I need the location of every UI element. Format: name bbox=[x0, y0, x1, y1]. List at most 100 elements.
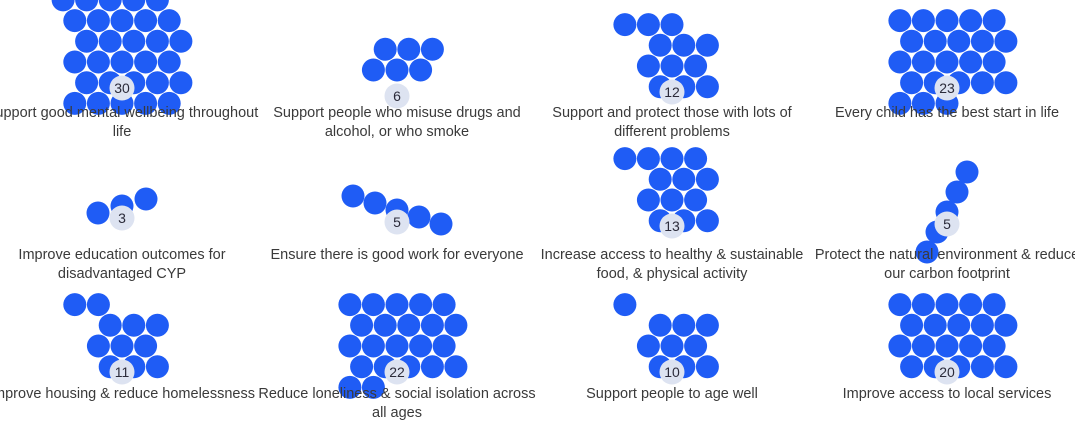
bubble bbox=[134, 334, 158, 358]
bubble bbox=[432, 334, 456, 358]
bubble bbox=[98, 0, 122, 12]
bubble bbox=[157, 50, 181, 74]
count-label: 11 bbox=[115, 364, 130, 380]
bubble bbox=[684, 188, 708, 212]
bubble bbox=[75, 0, 99, 12]
bubble bbox=[636, 54, 660, 78]
bubble bbox=[338, 293, 362, 317]
bubble bbox=[145, 355, 169, 379]
cluster-protect-the-natural-environment-and-reduce-our-carbon-footprint: 5 bbox=[915, 160, 979, 264]
bubble bbox=[982, 50, 1006, 74]
count-label: 13 bbox=[664, 218, 680, 234]
cluster-ensure-there-is-good-work-for-everyone: 5 bbox=[341, 184, 453, 236]
bubble bbox=[350, 355, 374, 379]
bubble bbox=[915, 240, 939, 264]
bubble bbox=[75, 29, 99, 53]
bubble bbox=[420, 313, 444, 337]
bubble bbox=[959, 50, 983, 74]
bubble bbox=[695, 209, 719, 233]
bubble bbox=[86, 334, 110, 358]
count-badge bbox=[659, 213, 685, 239]
bubble bbox=[660, 334, 684, 358]
bubble bbox=[888, 91, 912, 115]
bubble bbox=[385, 293, 409, 317]
bubble bbox=[672, 33, 696, 57]
bubble bbox=[900, 355, 924, 379]
category-label: Ensure there is good work for everyone bbox=[270, 247, 524, 263]
bubble bbox=[134, 91, 158, 115]
bubble bbox=[429, 212, 453, 236]
bubble bbox=[923, 29, 947, 53]
count-label: 30 bbox=[114, 80, 130, 96]
bubble bbox=[672, 167, 696, 191]
bubble bbox=[970, 313, 994, 337]
count-badge bbox=[384, 83, 410, 109]
bubble bbox=[660, 13, 684, 37]
bubble bbox=[420, 355, 444, 379]
cluster-improve-housing-and-reduce-homelessness: 11 bbox=[63, 293, 169, 385]
bubble bbox=[145, 0, 169, 12]
bubble bbox=[648, 33, 672, 57]
bubble bbox=[122, 29, 146, 53]
bubble bbox=[134, 9, 158, 33]
bubble bbox=[86, 9, 110, 33]
count-label: 20 bbox=[939, 364, 955, 380]
bubble bbox=[900, 29, 924, 53]
bubble bbox=[444, 313, 468, 337]
bubble bbox=[361, 293, 385, 317]
bubble bbox=[695, 33, 719, 57]
count-label: 6 bbox=[393, 88, 401, 104]
bubble bbox=[432, 293, 456, 317]
bubble bbox=[900, 71, 924, 95]
bubble bbox=[361, 334, 385, 358]
bubble bbox=[636, 147, 660, 171]
bubble bbox=[75, 71, 99, 95]
category-label: Reduce loneliness & social isolation acr… bbox=[258, 386, 536, 421]
bubble bbox=[51, 0, 75, 12]
bubble bbox=[945, 180, 969, 204]
bubble bbox=[660, 54, 684, 78]
bubble bbox=[63, 293, 87, 317]
bubble bbox=[888, 9, 912, 33]
count-label: 10 bbox=[664, 364, 680, 380]
bubble bbox=[684, 147, 708, 171]
bubble bbox=[86, 201, 110, 225]
count-badge bbox=[384, 359, 410, 385]
count-label: 23 bbox=[939, 80, 955, 96]
cluster-every-child-has-the-best-start-in-life: 23 bbox=[888, 9, 1018, 115]
bubble bbox=[695, 75, 719, 99]
bubble bbox=[888, 293, 912, 317]
count-label: 5 bbox=[943, 216, 951, 232]
bubble bbox=[672, 313, 696, 337]
count-badge bbox=[659, 79, 685, 105]
bubble bbox=[660, 188, 684, 212]
bubble bbox=[695, 355, 719, 379]
bubble bbox=[86, 91, 110, 115]
cluster-support-good-mental-wellbeing-throughout-life: 30 bbox=[51, 0, 193, 115]
bubble bbox=[145, 71, 169, 95]
bubble bbox=[911, 334, 935, 358]
bubble bbox=[157, 9, 181, 33]
bubble bbox=[385, 334, 409, 358]
bubble bbox=[409, 58, 433, 82]
category-label: Improve access to local services bbox=[842, 386, 1052, 402]
count-badge bbox=[109, 75, 135, 101]
bubble bbox=[169, 29, 193, 53]
count-badge bbox=[934, 75, 960, 101]
bubble bbox=[397, 37, 421, 61]
bubble bbox=[923, 313, 947, 337]
bubble bbox=[947, 313, 971, 337]
bubble bbox=[994, 355, 1018, 379]
bubble bbox=[636, 13, 660, 37]
bubble bbox=[970, 71, 994, 95]
cluster-support-people-to-age-well: 10 bbox=[613, 293, 719, 385]
bubble bbox=[122, 0, 146, 12]
count-label: 3 bbox=[118, 210, 126, 226]
bubble bbox=[648, 313, 672, 337]
bubble bbox=[420, 37, 444, 61]
bubble bbox=[982, 334, 1006, 358]
bubble bbox=[959, 334, 983, 358]
bubble bbox=[63, 91, 87, 115]
bubble bbox=[169, 71, 193, 95]
